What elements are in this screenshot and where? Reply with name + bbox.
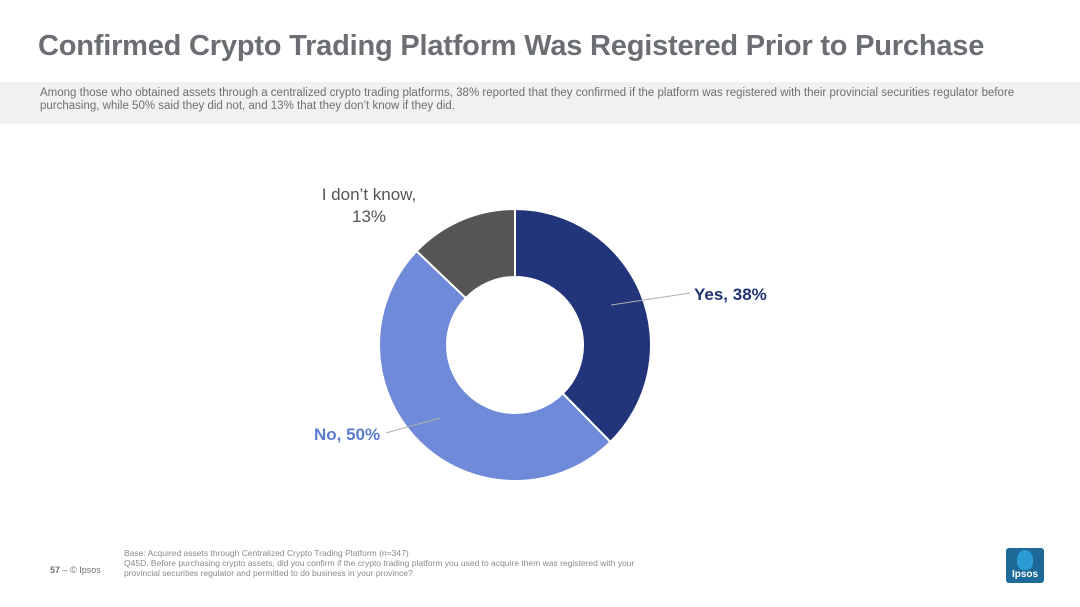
page-number: 57 <box>50 565 61 575</box>
label-no: No, 50% <box>314 425 380 444</box>
footnote-base: Base: Acquired assets through Centralize… <box>124 548 409 558</box>
slice-yes <box>514 207 652 444</box>
footnote: Base: Acquired assets through Centralize… <box>124 548 664 578</box>
label-dont-know: I don’t know, <box>322 185 417 204</box>
label-yes: Yes, 38% <box>694 285 767 304</box>
page-title: Confirmed Crypto Trading Platform Was Re… <box>38 30 985 62</box>
copyright: © Ipsos <box>70 565 101 575</box>
subtitle: Among those who obtained assets through … <box>40 87 1015 112</box>
slice-no <box>378 249 612 483</box>
page-footer: 57 – © Ipsos <box>50 565 101 575</box>
subtitle-band <box>0 82 1080 124</box>
slice-dont-know <box>415 207 516 300</box>
leader-line-no <box>385 417 441 434</box>
label-dont-know-value: 13% <box>352 207 386 226</box>
donut-slices <box>378 207 652 483</box>
leader-line-yes <box>610 292 691 306</box>
ipsos-logo: Ipsos <box>1006 548 1044 583</box>
logo-shape <box>1017 550 1033 570</box>
page-separator: – <box>62 565 68 575</box>
logo-text: Ipsos <box>1011 569 1039 580</box>
footnote-question: Q45D. Before purchasing crypto assets, d… <box>124 558 635 578</box>
